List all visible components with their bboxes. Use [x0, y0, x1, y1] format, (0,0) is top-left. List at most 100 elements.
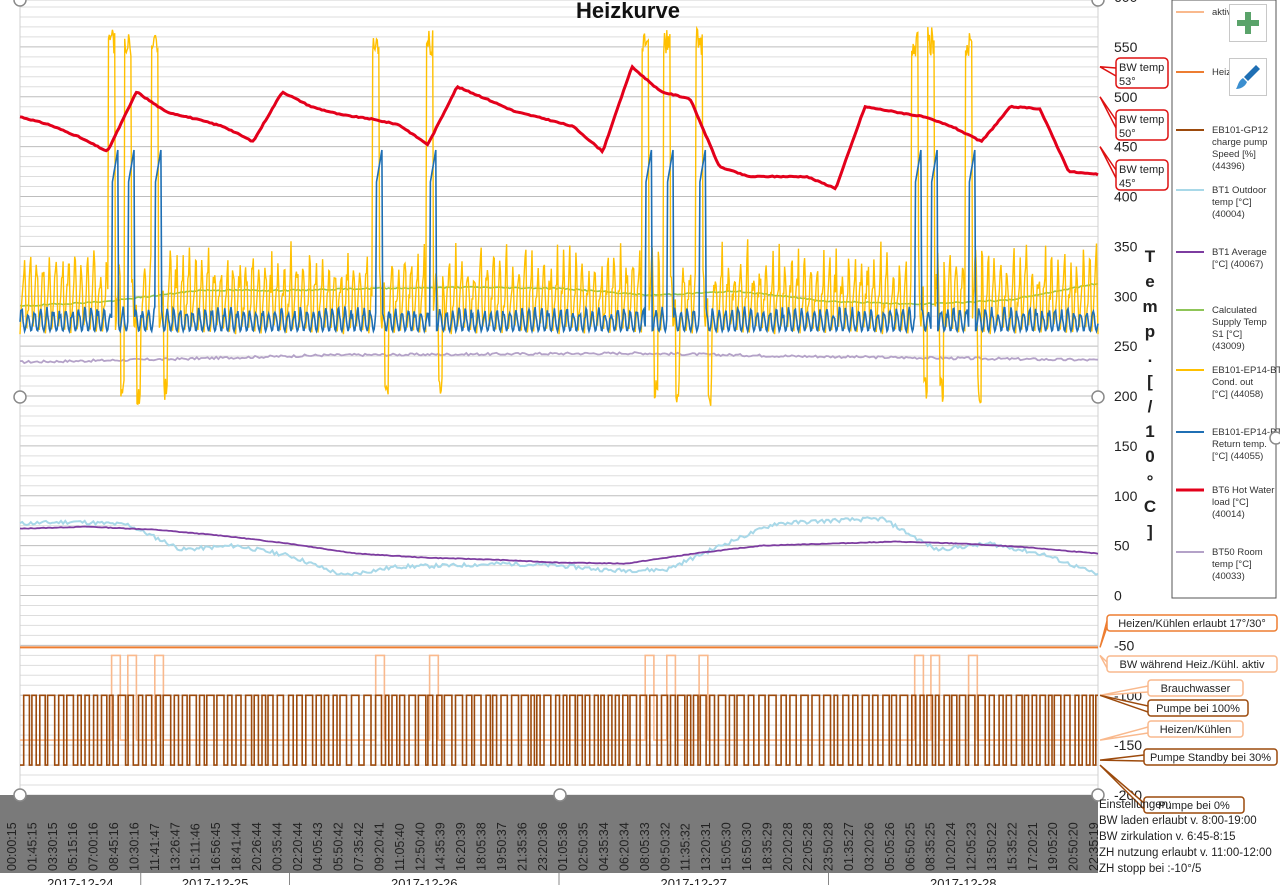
series-bt1-outdoor	[19, 516, 1099, 577]
y-axis-label-char: /	[1148, 397, 1153, 416]
state-callout	[1147, 679, 1244, 697]
bw-temp-text: 53°	[1119, 76, 1136, 88]
bw-temp-pointer	[1099, 96, 1117, 129]
x-tick-label: 14:35:39	[434, 822, 448, 871]
legend-label: Cond. out	[1212, 377, 1254, 388]
selection-handles[interactable]	[13, 0, 1280, 802]
chart-title: Heizkurve	[576, 0, 680, 23]
add-chart-element-button[interactable]	[1229, 4, 1267, 42]
legend-label: (43009)	[1212, 341, 1245, 352]
state-text: Pumpe Standby bei 30%	[1150, 752, 1271, 764]
x-tick-label: 16:50:30	[740, 822, 754, 871]
state-pointer	[1099, 694, 1149, 713]
y-axis-label-char: [	[1147, 372, 1153, 391]
legend-label: aktiv	[1212, 7, 1232, 18]
x-tick-label: 05:05:26	[883, 822, 897, 871]
x-tick-label: 18:35:29	[760, 822, 774, 871]
x-tick-label: 06:20:34	[618, 822, 632, 871]
legend-label: load [°C]	[1212, 497, 1249, 508]
series-charge-pump	[20, 694, 1098, 766]
bw-temp-pointer	[1099, 146, 1117, 179]
settings-note: Einstellungen: BW laden erlaubt v. 8:00-1…	[1099, 799, 1272, 875]
resize-handle	[1091, 788, 1105, 802]
state-callout	[1147, 720, 1244, 738]
resize-handle	[553, 788, 567, 802]
x-tick-label: 15:35:22	[1005, 822, 1019, 871]
state-pointer	[1099, 620, 1108, 648]
y-tick-label: 250	[1114, 338, 1138, 354]
x-tick-label: 20:26:44	[250, 822, 264, 871]
paintbrush-icon	[1236, 65, 1260, 89]
chart-style-button[interactable]	[1229, 58, 1267, 96]
x-tick-label: 18:05:38	[475, 822, 489, 871]
state-callout	[1143, 748, 1278, 766]
x-tick-label: 11:05:40	[393, 823, 407, 871]
date-label: 2017-12-26	[391, 876, 458, 885]
x-tick-label: 15:11:46	[189, 823, 203, 871]
y-axis-label-char: °	[1147, 472, 1154, 491]
x-tick-label: 16:20:39	[454, 822, 468, 871]
state-text: Brauchwasser	[1161, 683, 1231, 695]
state-text: Pumpe bei 0%	[1158, 800, 1230, 812]
x-tick-label: 08:35:25	[924, 822, 938, 871]
bw-temp-pointer	[1099, 66, 1117, 77]
y-axis-label: Temp. [/ 1 0 ° C]	[1142, 247, 1157, 541]
x-tick-label: 02:50:35	[577, 822, 591, 871]
legend-label: BT1 Average	[1212, 247, 1267, 258]
x-tick-label: 01:35:27	[842, 822, 856, 871]
legend-label: temp [°C]	[1212, 197, 1252, 208]
legend-label: Calculated	[1212, 305, 1257, 316]
x-tick-label: 11:35:32	[679, 823, 693, 871]
legend-label: Speed [%]	[1212, 149, 1256, 160]
bw-temp-text: BW temp	[1119, 62, 1164, 74]
resize-handle	[1091, 0, 1105, 7]
x-tick-label: 09:50:32	[658, 822, 672, 871]
legend-label: [°C] (44055)	[1212, 451, 1263, 462]
x-tick-label: 02:20:44	[291, 822, 305, 871]
x-tick-label: 11:41:47	[148, 823, 162, 871]
legend-label: Return temp.	[1212, 439, 1267, 450]
x-tick-label: 23:20:36	[536, 822, 550, 871]
legend-label: [°C] (44058)	[1212, 389, 1263, 400]
x-tick-label: 04:35:34	[597, 822, 611, 871]
y-tick-label: -150	[1114, 737, 1142, 753]
resize-handle	[1091, 390, 1105, 404]
series-bt12-cond-out	[19, 25, 1099, 406]
x-tick-label: 15:05:30	[720, 822, 734, 871]
x-axis: 00:00:15 01:45:15 03:30:15 05:15:16 07:00:16…	[0, 795, 1101, 885]
state-pointer	[1099, 726, 1149, 741]
legend-label: (40004)	[1212, 209, 1245, 220]
bw-temp-text: 45°	[1119, 178, 1136, 190]
x-tick-label: 12:05:23	[965, 822, 979, 871]
y-tick-label: 500	[1114, 89, 1138, 105]
y-tick-label: 0	[1114, 588, 1122, 604]
x-tick-label: 07:35:42	[352, 822, 366, 871]
x-tick-label: 19:05:20	[1046, 822, 1060, 871]
x-tick-label: 08:05:33	[638, 822, 652, 871]
series-bt50-room	[19, 351, 1099, 365]
settings-line: BW laden erlaubt v. 8:00-19:00	[1099, 815, 1257, 827]
x-tick-label: 20:20:28	[781, 822, 795, 871]
legend-label: EB101-GP12	[1212, 125, 1268, 136]
x-tick-label: 17:20:21	[1026, 822, 1040, 871]
y-axis-label-char: 0	[1145, 447, 1154, 466]
x-tick-label: 05:50:42	[332, 822, 346, 871]
resize-handle	[13, 788, 27, 802]
x-tick-label: 01:45:15	[25, 822, 39, 871]
bw-temp-text: BW temp	[1119, 114, 1164, 126]
state-pointer	[1099, 654, 1108, 669]
y-axis-label-char: T	[1145, 247, 1156, 266]
resize-handle	[1269, 431, 1280, 445]
settings-line: ZH nutzung erlaubt v. 11:00-12:00	[1099, 847, 1272, 859]
y-axis-label-char: m	[1142, 297, 1157, 316]
y-tick-label: 50	[1114, 538, 1130, 554]
x-tick-label: 22:35:19	[1087, 822, 1101, 871]
resize-handle	[13, 390, 27, 404]
x-tick-label: 19:50:37	[495, 822, 509, 871]
state-pointer	[1099, 764, 1145, 810]
y-tick-label: 600	[1114, 0, 1138, 5]
chart-series	[19, 25, 1099, 766]
x-axis-band	[0, 795, 1098, 873]
